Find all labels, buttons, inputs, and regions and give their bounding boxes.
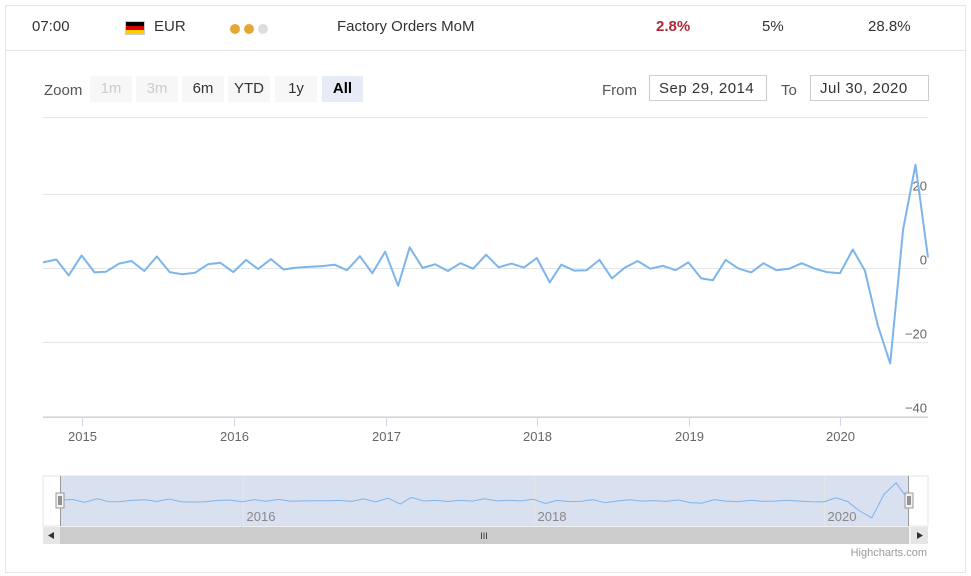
importance-dot-icon [244, 24, 254, 34]
y-tick-label: 20 [913, 179, 927, 194]
zoom-label: Zoom [44, 82, 83, 99]
x-tick-label: 2016 [220, 429, 249, 444]
range-selector: Zoom 1m 3m 6m YTD 1y All From To [6, 72, 965, 106]
zoom-all-button[interactable]: All [322, 76, 363, 102]
zoom-1y-button[interactable]: 1y [275, 76, 317, 102]
event-row[interactable]: 07:00 EUR Factory Orders MoM 2.8% 5% 28.… [6, 6, 965, 51]
highcharts-credit[interactable]: Highcharts.com [851, 547, 927, 559]
from-label: From [602, 82, 637, 99]
importance-dot-icon [230, 24, 240, 34]
x-tick-label: 2018 [523, 429, 552, 444]
navigator-right-handle[interactable] [904, 492, 914, 509]
scrollbar-grip-icon[interactable]: III [480, 531, 488, 541]
series-line [42, 163, 929, 365]
event-actual: 2.8% [656, 18, 691, 35]
germany-flag-icon [125, 21, 145, 35]
zoom-ytd-button[interactable]: YTD [228, 76, 270, 102]
scrollbar-thumb[interactable] [60, 527, 909, 544]
calendar-event-panel: 07:00 EUR Factory Orders MoM 2.8% 5% 28.… [5, 5, 966, 573]
from-date-input[interactable] [649, 75, 767, 101]
x-tick-label: 2019 [675, 429, 704, 444]
y-tick-label: 0 [920, 253, 927, 268]
navigator-tick-label: 2018 [538, 509, 567, 524]
scrollbar-right-arrow[interactable] [911, 527, 928, 544]
x-tick-label: 2017 [372, 429, 401, 444]
to-date-input[interactable] [810, 75, 929, 101]
event-previous: 28.8% [868, 18, 911, 35]
event-currency: EUR [154, 18, 186, 35]
event-time: 07:00 [32, 18, 70, 35]
scrollbar-left-arrow[interactable] [43, 527, 60, 544]
zoom-3m-button[interactable]: 3m [136, 76, 178, 102]
navigator-series-line [59, 482, 909, 519]
zoom-1m-button[interactable]: 1m [90, 76, 132, 102]
to-label: To [781, 82, 797, 99]
zoom-6m-button[interactable]: 6m [182, 76, 224, 102]
event-name: Factory Orders MoM [337, 18, 475, 35]
y-tick-label: −20 [905, 327, 927, 342]
y-tick-label: −40 [905, 401, 927, 416]
event-forecast: 5% [762, 18, 784, 35]
navigator-left-handle[interactable] [55, 492, 65, 509]
navigator-tick-label: 2020 [828, 509, 857, 524]
x-tick-label: 2015 [68, 429, 97, 444]
x-tick-label: 2020 [826, 429, 855, 444]
navigator-tick-label: 2016 [247, 509, 276, 524]
importance-indicator [230, 24, 268, 34]
importance-dot-icon [258, 24, 268, 34]
